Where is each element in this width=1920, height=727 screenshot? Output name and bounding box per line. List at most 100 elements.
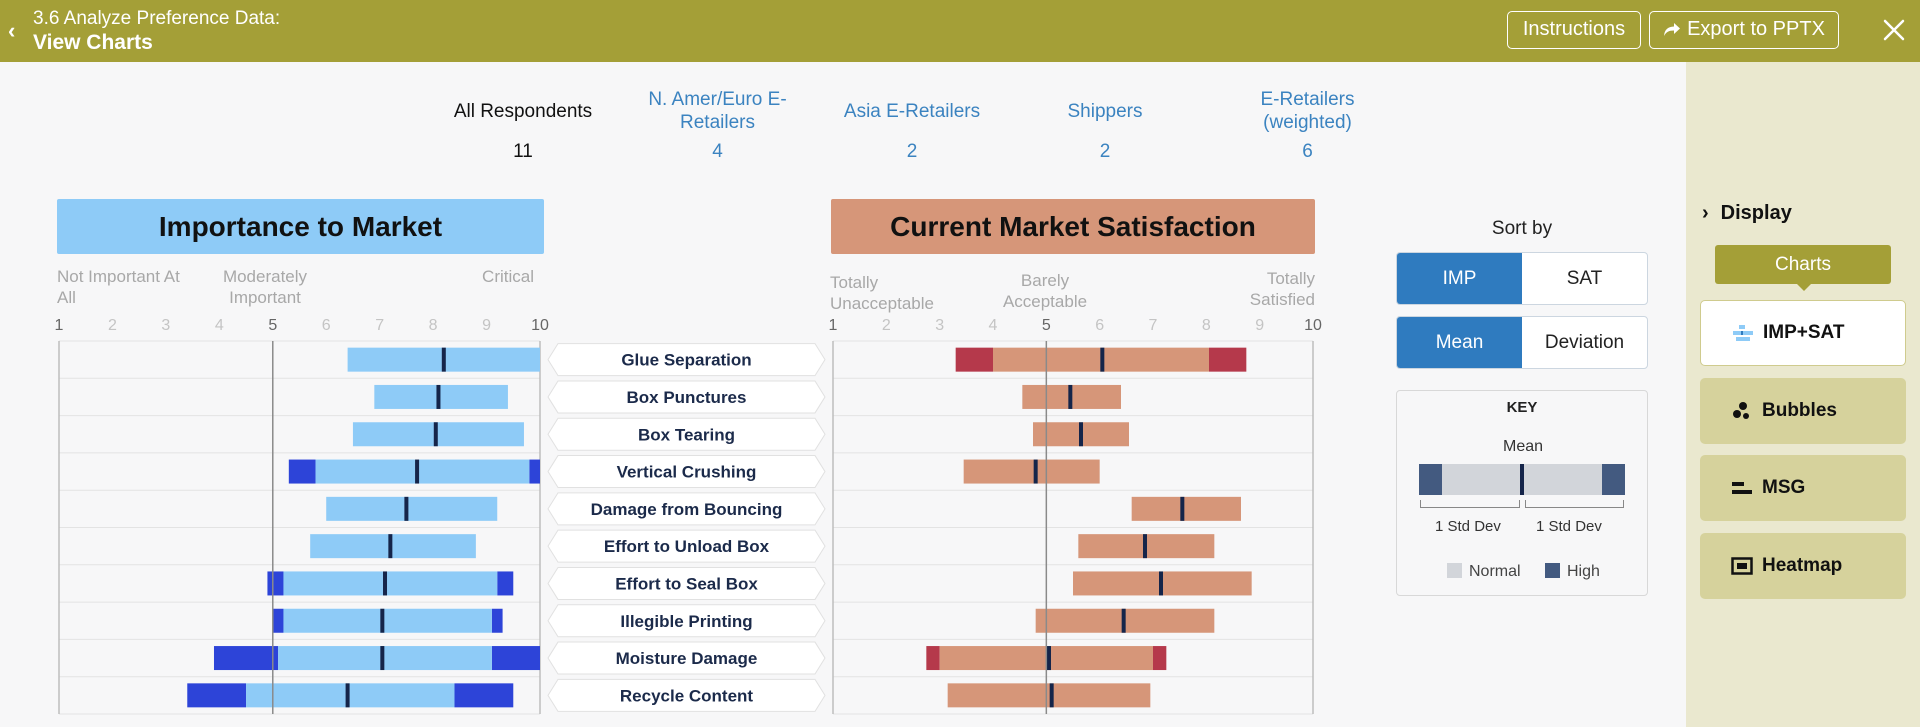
imp-tick-label: 5 [268, 317, 277, 334]
sat-scale-high-label: Totally Satisfied [1249, 269, 1315, 309]
segment-count: 2 [1099, 141, 1111, 162]
imp-high-bar-right [497, 571, 514, 596]
imp-tick-label: 9 [482, 317, 491, 334]
segment-eretailers-weighted[interactable]: E-Retailers (weighted) 6 [1225, 87, 1390, 163]
sat-mean-marker [1121, 608, 1126, 633]
imp-tick-label: 2 [108, 317, 117, 334]
sat-mean-marker [1047, 646, 1051, 671]
share-arrow-icon [1664, 23, 1681, 36]
normal-swatch [1447, 563, 1462, 578]
view-imp-sat-button[interactable]: IMP+SAT [1700, 300, 1906, 366]
export-pptx-button[interactable]: Export to PPTX [1649, 11, 1839, 49]
category-label: Box Punctures [627, 388, 747, 407]
sat-tick-label: 6 [1095, 317, 1104, 334]
sort-by-label: Sort by [1491, 218, 1553, 239]
category-chip [547, 529, 826, 563]
imp-high-bar-left [288, 459, 316, 484]
sat-tick-label: 8 [1202, 317, 1211, 334]
close-icon[interactable] [1880, 16, 1908, 44]
imp-mean-marker [380, 646, 385, 671]
sat-high-bar-right [1209, 347, 1247, 372]
msg-label: MSG [1762, 477, 1806, 498]
sat-normal-bar [963, 459, 1100, 484]
sat-tick-label: 3 [935, 317, 944, 334]
imp-normal-bar [283, 608, 492, 633]
category-chip [547, 417, 826, 451]
key-mean-label: Mean [1503, 438, 1544, 455]
segment-shippers[interactable]: Shippers 2 [1030, 87, 1180, 163]
display-label: Display [1720, 202, 1792, 224]
imp-high-bar-left [187, 683, 247, 708]
category-label: Illegible Printing [620, 612, 752, 631]
imp-scale-high-label: Critical [482, 267, 534, 286]
stat-toggle: Mean Deviation [1396, 316, 1648, 369]
imp-high-bar-right [491, 608, 503, 633]
stat-mean-button[interactable]: Mean [1397, 317, 1522, 368]
high-label: High [1567, 563, 1600, 580]
imp-high-bar-right [491, 646, 540, 671]
back-chevron-icon[interactable]: ‹ [8, 18, 16, 43]
export-label: Export to PPTX [1687, 18, 1825, 40]
high-swatch [1545, 563, 1560, 578]
imp-normal-bar [310, 534, 476, 559]
imp-sat-icon [1731, 322, 1755, 344]
segment-count: 2 [906, 141, 918, 162]
key-std-dev-right: 1 Std Dev [1536, 518, 1602, 535]
imp-mean-marker [433, 422, 438, 447]
key-sample-bar [1419, 464, 1625, 495]
sat-tick-label: 9 [1255, 317, 1264, 334]
heatmap-icon [1730, 555, 1754, 577]
segment-label: E-Retailers (weighted) [1260, 89, 1355, 133]
stat-deviation-button[interactable]: Deviation [1544, 331, 1625, 353]
msg-icon [1730, 477, 1754, 499]
sat-tick-label: 4 [989, 317, 998, 334]
segment-label: N. Amer/Euro E-Retailers [648, 89, 787, 133]
display-toggle[interactable]: › Display [1702, 202, 1792, 225]
charts-tab[interactable]: Charts [1715, 245, 1891, 291]
instructions-button[interactable]: Instructions [1507, 11, 1641, 49]
imp-tick-label: 7 [375, 317, 384, 334]
imp-normal-bar [315, 459, 530, 484]
sat-mean-marker [1033, 459, 1038, 484]
imp-scale-low-label: Not Important At All [57, 267, 180, 307]
sort-imp-button[interactable]: IMP [1397, 253, 1522, 304]
satisfaction-title: Current Market Satisfaction [831, 199, 1315, 254]
imp-tick-label: 4 [215, 317, 224, 334]
category-chip [547, 343, 826, 377]
imp-tick-label: 3 [161, 317, 170, 334]
category-chip [547, 566, 826, 600]
sat-mean-marker [1159, 571, 1163, 596]
heatmap-label: Heatmap [1762, 555, 1843, 576]
imp-tick-label: 1 [55, 317, 64, 334]
segment-asia-eretailers[interactable]: Asia E-Retailers 2 [822, 87, 1002, 163]
view-heatmap-button[interactable]: Heatmap [1700, 533, 1906, 599]
imp-normal-bar [374, 384, 508, 409]
view-bubbles-button[interactable]: Bubbles [1700, 378, 1906, 444]
key-high-left [1419, 464, 1442, 495]
header-bar: ‹ 3.6 Analyze Preference Data: View Char… [0, 0, 1920, 62]
imp-mean-marker [380, 608, 385, 633]
imp-high-bar-right [454, 683, 514, 708]
key-mean-marker [1520, 464, 1524, 495]
imp-high-bar-left [272, 608, 284, 633]
category-label: Recycle Content [620, 686, 754, 705]
sat-mean-marker [1079, 422, 1083, 447]
sat-tick-label: 7 [1149, 317, 1158, 334]
segment-label: All Respondents [453, 100, 593, 122]
sort-sat-button[interactable]: SAT [1566, 267, 1603, 289]
chevron-right-icon: › [1702, 202, 1709, 224]
display-sidebar: › Display Charts IMP+SAT Bubbles MSG Heat… [1686, 62, 1920, 727]
category-chip [547, 641, 826, 675]
sat-high-bar-left [955, 347, 993, 372]
sat-tick-label: 2 [882, 317, 891, 334]
segment-all-respondents[interactable]: All Respondents 11 [433, 87, 613, 163]
sat-mean-marker [1068, 384, 1073, 409]
segment-label: Shippers [1067, 100, 1143, 122]
segment-count: 6 [1302, 141, 1313, 162]
category-label: Damage from Bouncing [591, 500, 783, 519]
imp-mean-marker [441, 347, 446, 372]
segment-namer-euro-eretailers[interactable]: N. Amer/Euro E-Retailers 4 [630, 87, 805, 163]
category-label: Glue Separation [621, 351, 751, 370]
view-msg-button[interactable]: MSG [1700, 455, 1906, 521]
